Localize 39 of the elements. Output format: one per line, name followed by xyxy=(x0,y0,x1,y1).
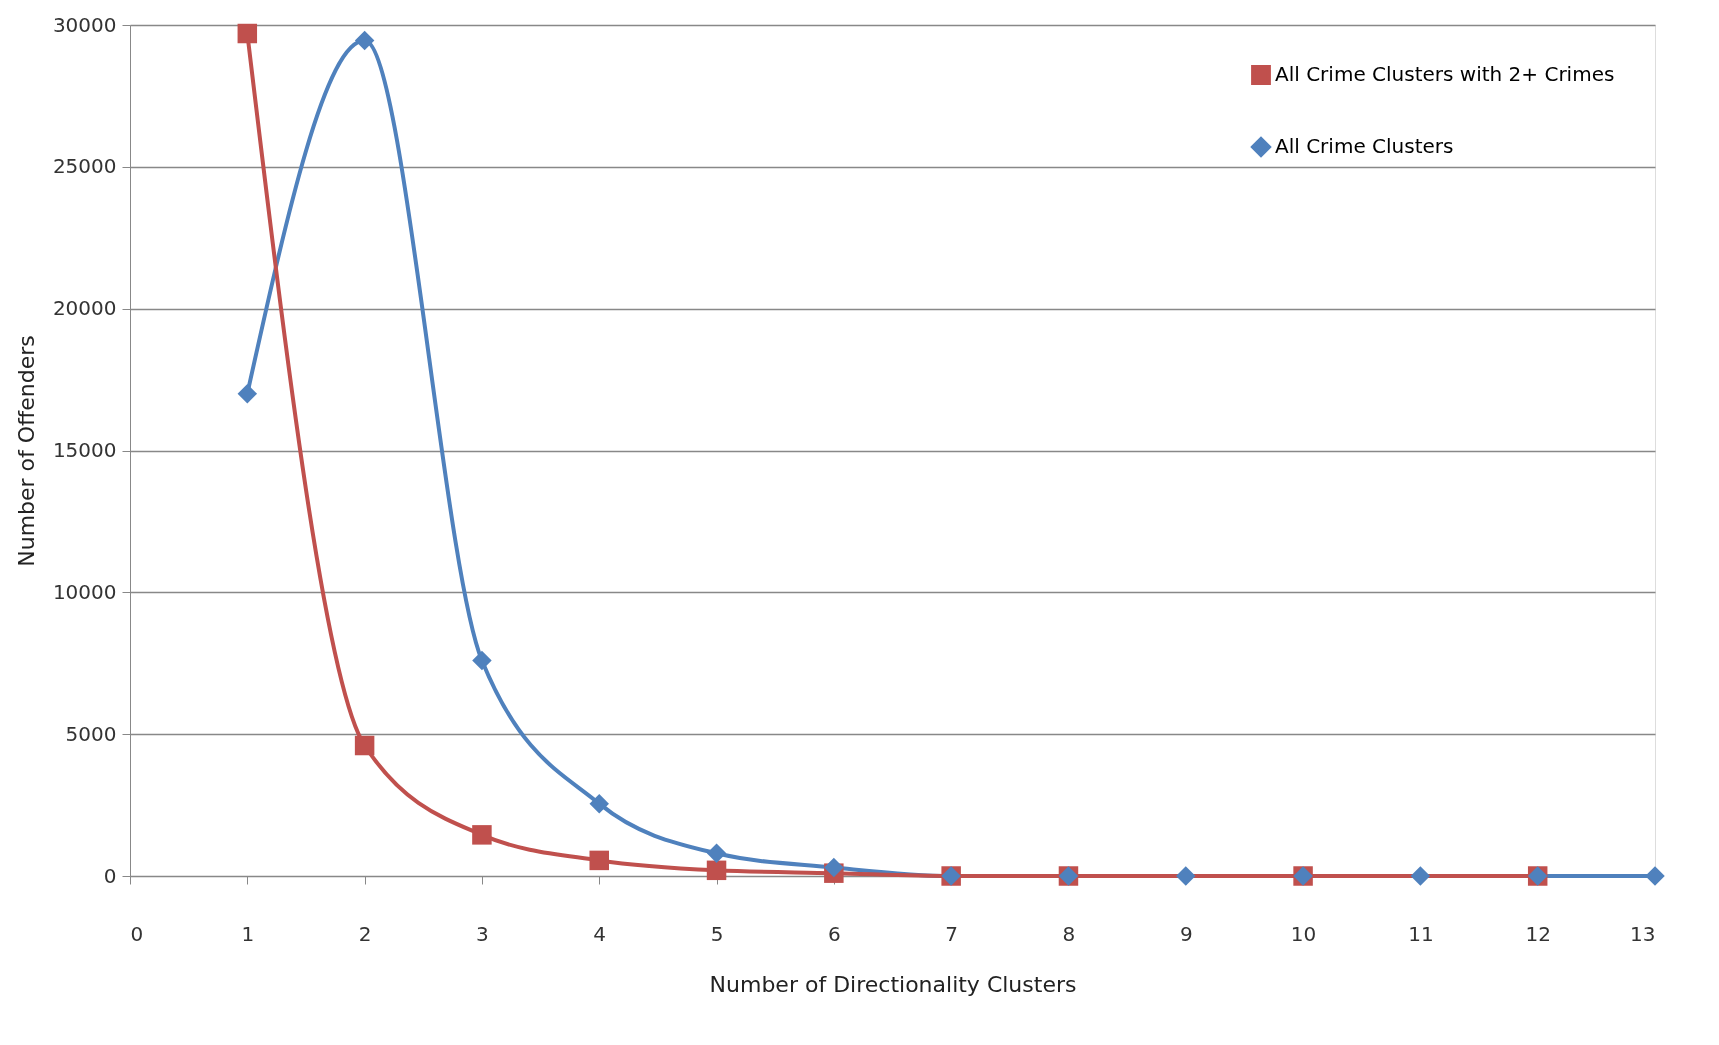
x-tick-label: 5 xyxy=(710,921,724,946)
y-tick-label: 5000 xyxy=(65,721,117,746)
point xyxy=(1645,866,1665,886)
x-tick-label: 12 xyxy=(1525,921,1551,946)
point xyxy=(1176,866,1196,886)
x-tick-label: 3 xyxy=(476,921,489,946)
point xyxy=(706,843,727,864)
y-tick-label: 25000 xyxy=(52,154,117,179)
x-tick-label: 2 xyxy=(358,921,372,946)
y-tick-label: 15000 xyxy=(52,438,117,462)
point xyxy=(589,793,609,814)
x-tick-label: 6 xyxy=(827,921,841,946)
y-axis-title: Number of Offenders xyxy=(13,335,39,567)
point xyxy=(706,860,727,881)
y-tick-label: 30000 xyxy=(52,12,117,37)
x-tick-label: 9 xyxy=(1179,921,1193,946)
point xyxy=(237,23,258,44)
point xyxy=(824,857,844,878)
x-tick-label: 13 xyxy=(1630,921,1656,946)
point xyxy=(237,384,258,404)
x-axis-title: Number of Directionality Clusters xyxy=(709,971,1077,997)
point xyxy=(1410,866,1431,886)
x-tick-label: 0 xyxy=(130,921,144,946)
x-tick-label: 11 xyxy=(1408,921,1434,946)
point xyxy=(354,30,375,51)
x-tick-label: 10 xyxy=(1290,921,1317,946)
y-tick-label: 10000 xyxy=(52,579,117,604)
legend-label: All Crime Clusters with 2+ Crimes xyxy=(1275,62,1615,86)
x-tick-label: 1 xyxy=(241,921,255,946)
legend-label: All Crime Clusters xyxy=(1275,134,1454,158)
point xyxy=(472,650,492,671)
x-tick-label: 4 xyxy=(593,921,607,946)
y-tick-label: 20000 xyxy=(52,296,117,321)
y-tick-label: 0 xyxy=(103,863,117,888)
point xyxy=(472,825,492,845)
point xyxy=(354,735,375,756)
x-tick-label: 8 xyxy=(1062,921,1076,946)
x-tick-label: 7 xyxy=(945,921,959,946)
point xyxy=(589,850,609,871)
